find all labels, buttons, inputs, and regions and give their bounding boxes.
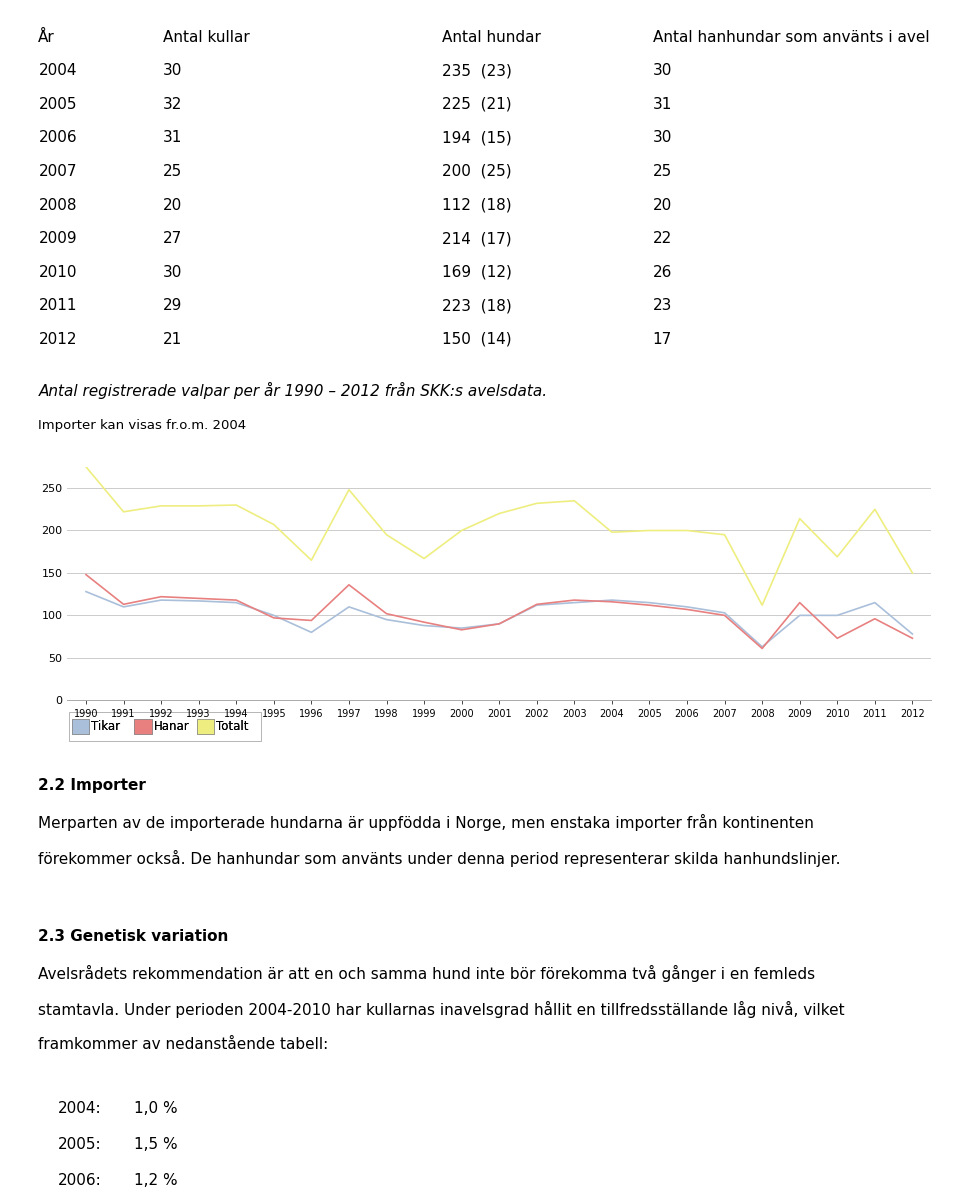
Text: 2008: 2008 bbox=[38, 198, 77, 213]
Text: 235  (23): 235 (23) bbox=[442, 63, 512, 79]
Text: 1,2 %: 1,2 % bbox=[134, 1173, 178, 1189]
Text: Merparten av de importerade hundarna är uppfödda i Norge, men enstaka importer f: Merparten av de importerade hundarna är … bbox=[38, 814, 814, 831]
Text: 2005: 2005 bbox=[38, 97, 77, 113]
Text: stamtavla. Under perioden 2004-2010 har kullarnas inavelsgrad hållit en tillfred: stamtavla. Under perioden 2004-2010 har … bbox=[38, 1001, 845, 1017]
Text: 200  (25): 200 (25) bbox=[442, 164, 512, 180]
Text: 2006: 2006 bbox=[38, 130, 77, 146]
Text: Avelsrådets rekommendation är att en och samma hund inte bör förekomma två gånge: Avelsrådets rekommendation är att en och… bbox=[38, 965, 816, 982]
Text: Importer kan visas fr.o.m. 2004: Importer kan visas fr.o.m. 2004 bbox=[38, 419, 247, 432]
Text: Hanar: Hanar bbox=[154, 721, 189, 733]
Text: 25: 25 bbox=[163, 164, 182, 180]
Text: förekommer också. De hanhundar som använts under denna period representerar skil: förekommer också. De hanhundar som använ… bbox=[38, 850, 841, 867]
Text: Totalt: Totalt bbox=[216, 721, 249, 733]
Text: 20: 20 bbox=[163, 198, 182, 213]
Text: 23: 23 bbox=[653, 298, 672, 314]
Text: framkommer av nedanstående tabell:: framkommer av nedanstående tabell: bbox=[38, 1037, 328, 1052]
Text: 214  (17): 214 (17) bbox=[442, 231, 512, 247]
Text: 2010: 2010 bbox=[38, 265, 77, 280]
Text: År: År bbox=[38, 30, 55, 45]
Text: Antal kullar: Antal kullar bbox=[163, 30, 250, 45]
Text: 2009: 2009 bbox=[38, 231, 77, 247]
Text: 2.3 Genetisk variation: 2.3 Genetisk variation bbox=[38, 929, 228, 944]
Text: 22: 22 bbox=[653, 231, 672, 247]
Text: Antal hanhundar som använts i avel: Antal hanhundar som använts i avel bbox=[653, 30, 929, 45]
Text: 2005:: 2005: bbox=[58, 1137, 101, 1153]
Text: 17: 17 bbox=[653, 332, 672, 347]
Text: 150  (14): 150 (14) bbox=[442, 332, 512, 347]
Text: 112  (18): 112 (18) bbox=[442, 198, 512, 213]
Text: 30: 30 bbox=[653, 130, 672, 146]
Text: Antal registrerade valpar per år 1990 – 2012 från SKK:s avelsdata.: Antal registrerade valpar per år 1990 – … bbox=[38, 382, 547, 399]
Text: 225  (21): 225 (21) bbox=[442, 97, 512, 113]
Text: 2004: 2004 bbox=[38, 63, 77, 79]
Text: Tikar: Tikar bbox=[91, 721, 120, 733]
Text: 1,5 %: 1,5 % bbox=[134, 1137, 178, 1153]
Text: 27: 27 bbox=[163, 231, 182, 247]
Text: 25: 25 bbox=[653, 164, 672, 180]
Text: Totalt: Totalt bbox=[216, 721, 249, 733]
Text: 2012: 2012 bbox=[38, 332, 77, 347]
Text: Tikar: Tikar bbox=[91, 721, 120, 733]
Text: 30: 30 bbox=[653, 63, 672, 79]
Text: 29: 29 bbox=[163, 298, 182, 314]
Text: 2011: 2011 bbox=[38, 298, 77, 314]
Text: Antal hundar: Antal hundar bbox=[442, 30, 540, 45]
Text: 194  (15): 194 (15) bbox=[442, 130, 512, 146]
Text: 26: 26 bbox=[653, 265, 672, 280]
Text: 32: 32 bbox=[163, 97, 182, 113]
Text: 21: 21 bbox=[163, 332, 182, 347]
Text: Hanar: Hanar bbox=[154, 721, 189, 733]
Text: 2.2 Importer: 2.2 Importer bbox=[38, 778, 146, 794]
Text: 31: 31 bbox=[163, 130, 182, 146]
Text: 2004:: 2004: bbox=[58, 1101, 101, 1117]
Text: 1,0 %: 1,0 % bbox=[134, 1101, 178, 1117]
Text: 30: 30 bbox=[163, 265, 182, 280]
Text: 2006:: 2006: bbox=[58, 1173, 102, 1189]
Text: 169  (12): 169 (12) bbox=[442, 265, 512, 280]
Text: 30: 30 bbox=[163, 63, 182, 79]
Text: 20: 20 bbox=[653, 198, 672, 213]
Text: 2007: 2007 bbox=[38, 164, 77, 180]
Text: 31: 31 bbox=[653, 97, 672, 113]
Text: 223  (18): 223 (18) bbox=[442, 298, 512, 314]
